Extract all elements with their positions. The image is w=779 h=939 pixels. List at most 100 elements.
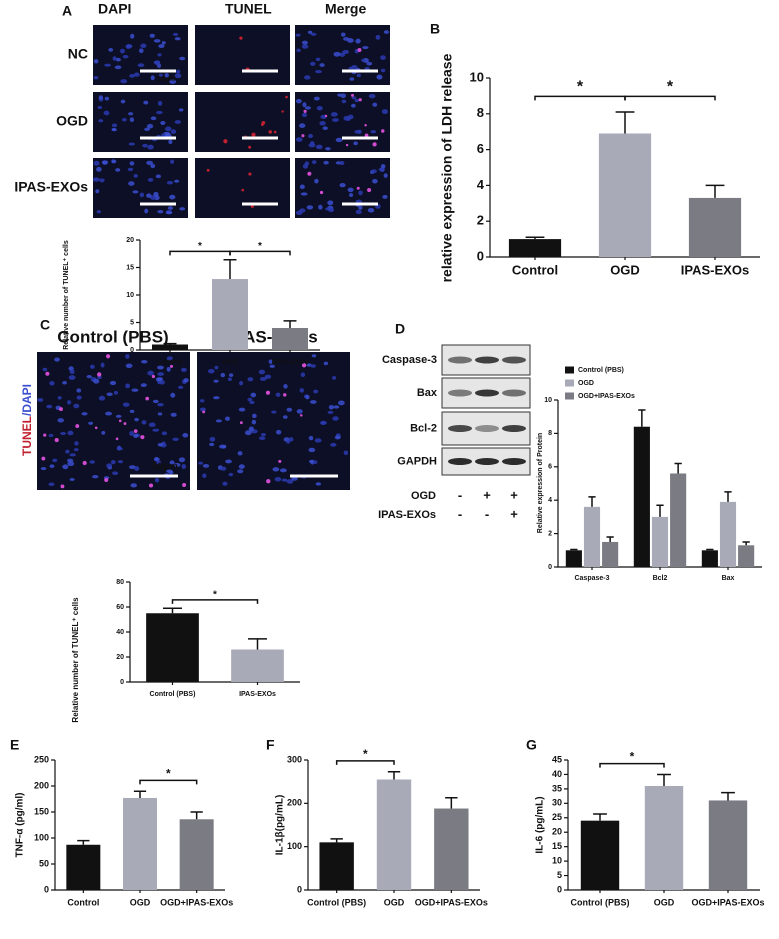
nucleus <box>134 417 139 422</box>
nucleus <box>337 93 342 97</box>
tunel-dot <box>54 438 59 443</box>
tunel-dot <box>151 374 156 379</box>
nucleus <box>177 385 184 389</box>
nucleus <box>69 369 75 375</box>
tunel-dot <box>241 188 245 192</box>
tunel-dot <box>206 168 210 172</box>
nucleus <box>115 414 122 418</box>
tunel-dot <box>372 142 377 147</box>
nucleus <box>259 376 267 381</box>
nucleus <box>167 206 174 210</box>
nucleus <box>90 364 95 369</box>
nucleus <box>251 413 257 419</box>
nucleus <box>174 37 181 41</box>
nucleus <box>146 160 153 165</box>
nucleus <box>309 400 317 404</box>
tunel-dot <box>140 435 145 440</box>
nucleus <box>54 357 60 362</box>
nucleus <box>150 116 157 121</box>
nucleus <box>308 133 314 139</box>
significance-label: * <box>667 79 674 96</box>
y-tick-label: 2 <box>477 213 484 228</box>
nucleus <box>152 428 160 432</box>
y-tick-label: 50 <box>39 858 49 868</box>
tunel-dot <box>182 483 187 488</box>
nucleus <box>131 388 139 392</box>
nucleus <box>219 444 226 449</box>
nucleus <box>238 407 246 412</box>
significance-label: * <box>213 590 217 601</box>
nucleus <box>248 426 254 432</box>
tunel-dot <box>250 204 254 208</box>
nucleus <box>153 191 159 197</box>
tunel-dot <box>43 433 47 437</box>
nucleus <box>268 359 274 364</box>
nucleus <box>49 464 55 468</box>
nucleus <box>286 440 291 444</box>
nucleus <box>323 361 329 366</box>
nucleus <box>129 161 135 166</box>
nucleus <box>67 400 72 405</box>
nucleus <box>314 178 319 184</box>
nucleus <box>106 463 113 469</box>
significance-bracket <box>599 762 665 768</box>
significance-label: * <box>166 766 171 780</box>
nucleus <box>319 63 325 67</box>
nucleus <box>170 392 176 398</box>
nucleus <box>295 33 301 37</box>
nucleus <box>98 119 104 123</box>
nucleus <box>339 52 346 57</box>
panel-label: A <box>62 3 72 19</box>
nucleus <box>301 44 309 49</box>
nucleus <box>147 370 154 376</box>
error-bar <box>593 813 607 821</box>
nucleus <box>261 433 266 437</box>
y-tick-label: 35 <box>552 783 562 793</box>
blot-band <box>448 458 472 465</box>
error-bar <box>615 111 635 134</box>
bar <box>633 426 650 567</box>
nucleus <box>170 159 175 164</box>
nucleus <box>382 194 388 199</box>
nucleus <box>117 460 124 464</box>
nucleus <box>120 99 126 104</box>
significance-label: * <box>577 79 584 96</box>
y-tick-label: 40 <box>116 629 124 636</box>
nucleus <box>81 412 88 416</box>
y-tick-label: 30 <box>552 798 562 808</box>
tunel-dot <box>239 36 243 40</box>
tunel-dot <box>82 460 87 466</box>
nucleus <box>125 354 130 359</box>
y-tick-label: 10 <box>544 397 552 404</box>
y-tick-label: 10 <box>470 69 484 84</box>
x-tick-label: IPAS-EXOs <box>272 359 309 366</box>
error-bar <box>387 770 401 780</box>
nucleus <box>128 181 135 186</box>
blot-band <box>502 425 526 432</box>
nucleus <box>375 34 381 40</box>
y-tick-label: 60 <box>116 604 124 611</box>
bar <box>376 779 412 890</box>
nucleus <box>181 464 187 469</box>
nucleus <box>330 442 337 447</box>
tunel-dot <box>223 139 228 144</box>
legend-label: Control (PBS) <box>578 367 624 374</box>
nucleus <box>161 431 168 436</box>
nucleus <box>355 209 362 215</box>
nucleus <box>330 112 338 117</box>
y-tick-label: 5 <box>557 870 562 880</box>
x-tick-label: Bcl2 <box>653 575 668 582</box>
nucleus <box>335 137 343 143</box>
nucleus <box>146 193 152 198</box>
significance-bracket <box>534 95 626 101</box>
column-header: Merge <box>325 1 366 17</box>
tunel-dot <box>261 120 266 125</box>
tunel-dot <box>358 98 362 102</box>
nucleus <box>125 383 131 389</box>
nucleus <box>313 460 318 465</box>
nucleus <box>76 388 82 393</box>
nucleus <box>97 105 103 110</box>
nucleus <box>348 193 354 197</box>
tunel-dot <box>59 407 63 412</box>
tunel-dot <box>301 363 307 368</box>
